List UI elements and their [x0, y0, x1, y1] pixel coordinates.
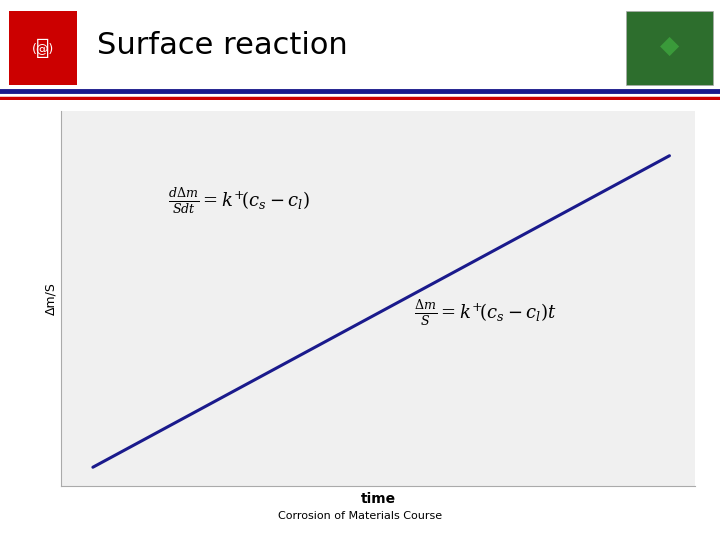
Text: ➰: ➰ [36, 38, 50, 58]
Text: (@): (@) [32, 42, 54, 55]
Text: Corrosion of Materials Course: Corrosion of Materials Course [278, 511, 442, 521]
Y-axis label: Δm/S: Δm/S [44, 282, 57, 315]
X-axis label: time: time [361, 491, 395, 505]
Text: Surface reaction: Surface reaction [97, 31, 348, 60]
Bar [9, 11, 77, 85]
Text: ◆: ◆ [660, 33, 679, 58]
Bar [626, 11, 713, 85]
Text: $\frac{d\Delta m}{Sdt} = k^{+}\!\left(c_{s} - c_{l}\right)$: $\frac{d\Delta m}{Sdt} = k^{+}\!\left(c_… [168, 186, 310, 215]
Text: $\frac{\Delta m}{S} = k^{+}\!\left(c_{s} - c_{l}\right)t$: $\frac{\Delta m}{S} = k^{+}\!\left(c_{s}… [415, 299, 557, 328]
